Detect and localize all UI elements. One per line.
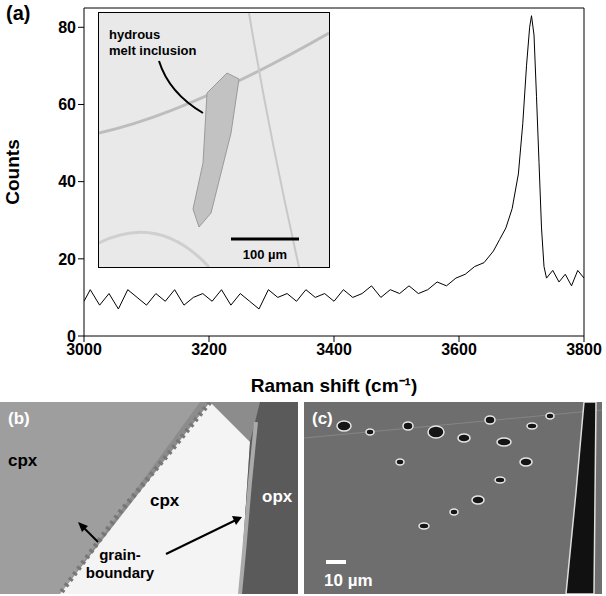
svg-text:3800: 3800 — [566, 341, 602, 358]
svg-text:3600: 3600 — [441, 341, 477, 358]
svg-text:100 µm: 100 µm — [243, 247, 287, 262]
svg-text:(c): (c) — [312, 409, 333, 428]
svg-text:Counts: Counts — [2, 139, 23, 204]
svg-text:40: 40 — [58, 173, 76, 190]
html-text:(a): (a) — [6, 2, 31, 24]
svg-text:3400: 3400 — [316, 341, 352, 358]
svg-text:10 µm: 10 µm — [324, 571, 373, 590]
svg-text:cpx: cpx — [8, 451, 38, 470]
svg-text:melt inclusion: melt inclusion — [109, 43, 196, 58]
svg-text:grain-: grain- — [99, 546, 141, 563]
svg-text:opx: opx — [262, 487, 293, 506]
svg-text:Raman shift (cm⁻¹): Raman shift (cm⁻¹) — [251, 375, 417, 396]
svg-text:hydrous: hydrous — [109, 27, 160, 42]
svg-text:cpx: cpx — [150, 491, 180, 510]
svg-text:0: 0 — [67, 328, 76, 345]
svg-text:60: 60 — [58, 96, 76, 113]
svg-text:(b): (b) — [8, 409, 30, 428]
svg-text:boundary: boundary — [86, 564, 155, 581]
svg-text:20: 20 — [58, 251, 76, 268]
svg-text:80: 80 — [58, 19, 76, 36]
svg-text:3200: 3200 — [191, 341, 227, 358]
svg-text:3000: 3000 — [66, 341, 102, 359]
